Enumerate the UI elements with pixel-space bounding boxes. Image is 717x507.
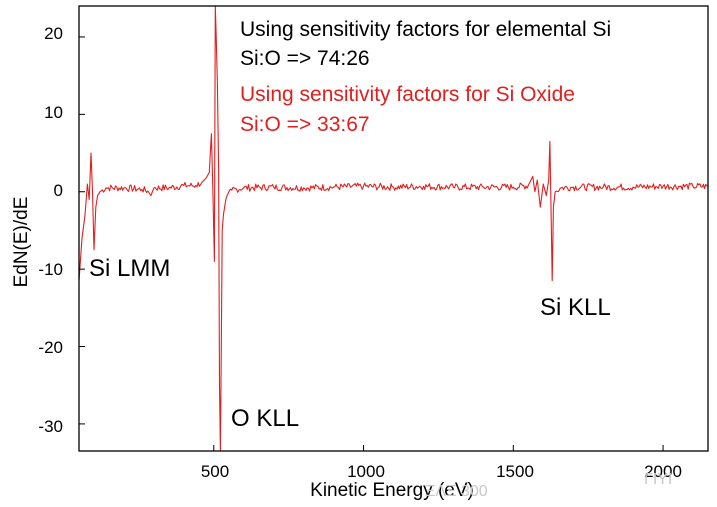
y-tick-label-minus10: -10 [38,260,63,279]
x-tick-label-1500: 1500 [496,462,534,481]
annotation-si-oxide-ratio: Si:O => 33:67 [240,113,370,136]
annotation-si-oxide-title: Using sensitivity factors for Si Oxide [240,83,575,106]
watermark-right: ΓΙΥΙ [644,471,672,488]
y-tick-label-minus20: -20 [38,338,63,357]
watermark-left: ΞΛΞ 300 [425,483,488,500]
x-axis-label: Kinetic Energy (eV) [310,480,474,501]
plot-area [78,5,709,452]
y-axis-label: EdN(E)/dE [11,197,32,288]
x-tick-label-1000: 1000 [347,462,385,481]
y-tick-label-0: 0 [54,181,63,200]
peak-label-o-kll: O KLL [231,405,299,432]
y-tick-label-10: 10 [44,103,63,122]
y-axis-ticks [79,36,85,425]
y-tick-label-minus30: -30 [38,417,63,436]
x-tick-label-2000: 2000 [644,462,682,481]
annotation-elemental-si-ratio: Si:O => 74:26 [240,47,370,70]
y-tick-label-20: 20 [44,24,63,43]
peak-label-si-kll: Si KLL [540,294,611,321]
x-axis-ticks [213,445,664,451]
series-line-aes-spectrum [78,5,709,452]
x-tick-label-500: 500 [201,462,229,481]
annotation-elemental-si-title: Using sensitivity factors for elemental … [240,18,611,41]
peak-label-si-lmm: Si LMM [89,255,170,282]
plot-frame [78,5,709,452]
